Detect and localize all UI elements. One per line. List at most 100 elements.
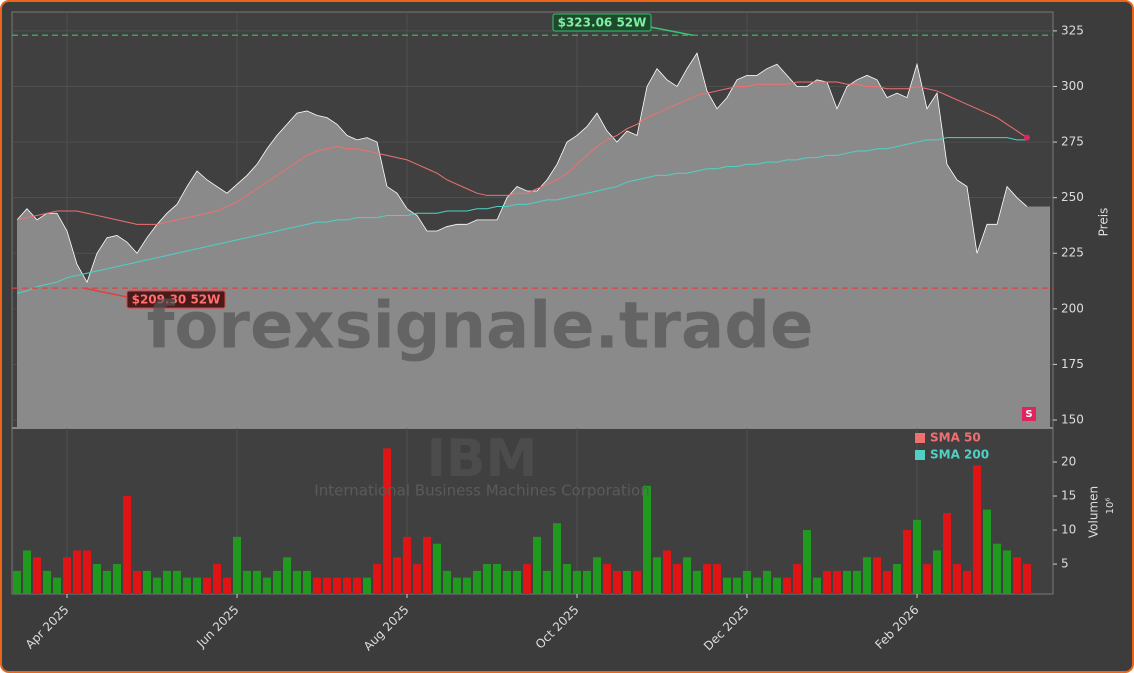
sma-line xyxy=(16,81,1028,225)
price-area xyxy=(17,53,1050,428)
volume-bar xyxy=(643,485,651,594)
high-box xyxy=(552,13,652,32)
volume-bar xyxy=(1023,564,1031,594)
volume-bar xyxy=(903,530,911,594)
low-arrow xyxy=(83,287,128,298)
y2-tick-label: 20 xyxy=(1061,455,1076,469)
volume-bar xyxy=(553,523,561,594)
legend-swatch xyxy=(915,450,925,460)
y2-tick-label: 15 xyxy=(1061,489,1076,503)
volume-bar xyxy=(1013,557,1021,594)
volume-bar xyxy=(263,577,271,594)
volume-bar xyxy=(653,557,661,594)
volume-bar xyxy=(23,550,31,594)
volume-bar xyxy=(593,557,601,594)
volume-bar xyxy=(863,557,871,594)
volume-bar xyxy=(603,564,611,594)
volume-bar xyxy=(843,570,851,594)
volume-bar xyxy=(953,564,961,594)
volume-bar xyxy=(733,577,741,594)
y-tick-label: 225 xyxy=(1061,246,1084,260)
legend-label: SMA 50 xyxy=(930,431,981,445)
volume-bar xyxy=(333,577,341,594)
volume-bar xyxy=(483,564,491,594)
volume-bar xyxy=(43,570,51,594)
y2-axis-unit: 10⁶ xyxy=(1105,498,1116,515)
volume-bar xyxy=(693,570,701,594)
volume-bar xyxy=(883,570,891,594)
volume-bar xyxy=(73,550,81,594)
volume-bar xyxy=(113,564,121,594)
y2-axis-label: Volumen xyxy=(1087,486,1101,538)
y-tick-label: 275 xyxy=(1061,135,1084,149)
high-label: $323.06 52W xyxy=(558,16,647,30)
volume-bar xyxy=(253,570,261,594)
volume-bar xyxy=(233,536,241,594)
volume-bar xyxy=(783,577,791,594)
high-arrow xyxy=(649,26,694,36)
volume-bar xyxy=(153,577,161,594)
volume-bar xyxy=(53,577,61,594)
volume-bar xyxy=(493,564,501,594)
volume-bar xyxy=(803,530,811,594)
volume-bar xyxy=(413,564,421,594)
volume-bar xyxy=(223,577,231,594)
volume-bar xyxy=(533,536,541,594)
volume-bar xyxy=(933,550,941,594)
volume-bar xyxy=(453,577,461,594)
volume-bar xyxy=(913,519,921,594)
volume-bar xyxy=(343,577,351,594)
legend-swatch xyxy=(915,433,925,443)
volume-bar xyxy=(613,570,621,594)
volume-bar xyxy=(763,570,771,594)
volume-bar xyxy=(823,570,831,594)
volume-bar xyxy=(143,570,151,594)
volume-bar xyxy=(773,577,781,594)
volume-bar xyxy=(203,577,211,594)
volume-bar xyxy=(573,570,581,594)
volume-bar xyxy=(303,570,311,594)
volume-bar xyxy=(213,564,221,594)
volume-bar xyxy=(363,577,371,594)
volume-bar xyxy=(853,570,861,594)
price-line xyxy=(16,52,1028,284)
volume-bar xyxy=(833,570,841,594)
volume-bar xyxy=(33,557,41,594)
volume-bar xyxy=(373,564,381,594)
volume-bar xyxy=(133,570,141,594)
volume-bar xyxy=(323,577,331,594)
legend-label: SMA 200 xyxy=(930,448,989,462)
watermark: forexsignale.trade xyxy=(147,290,814,364)
volume-bar xyxy=(503,570,511,594)
volume-bar xyxy=(93,564,101,594)
volume-bar xyxy=(273,570,281,594)
volume-bar xyxy=(353,577,361,594)
y2-tick-label: 10 xyxy=(1061,523,1076,537)
y2-tick-label: 5 xyxy=(1061,557,1069,571)
volume-bar xyxy=(443,570,451,594)
y-tick-label: 150 xyxy=(1061,412,1084,426)
volume-bar xyxy=(973,465,981,594)
volume-bar xyxy=(513,570,521,594)
volume-bar xyxy=(103,570,111,594)
volume-bar xyxy=(563,564,571,594)
volume-bar xyxy=(813,577,821,594)
volume-bar xyxy=(173,570,181,594)
volume-bar xyxy=(433,543,441,594)
volume-bar xyxy=(83,550,91,594)
volume-bar xyxy=(383,448,391,594)
y-tick-label: 325 xyxy=(1061,23,1084,37)
volume-bar xyxy=(13,570,21,594)
volume-bar xyxy=(283,557,291,594)
volume-bar xyxy=(623,570,631,594)
sma-line xyxy=(16,137,1027,294)
volume-bar xyxy=(923,564,931,594)
volume-bar xyxy=(633,570,641,594)
volume-bar xyxy=(243,570,251,594)
low-label: $209.30 52W xyxy=(132,293,221,307)
volume-bar xyxy=(423,536,431,594)
volume-bar xyxy=(463,577,471,594)
volume-bar xyxy=(403,536,411,594)
volume-bar xyxy=(993,543,1001,594)
y-tick-label: 250 xyxy=(1061,190,1084,204)
